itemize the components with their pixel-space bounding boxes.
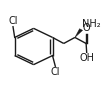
Text: NH₂: NH₂: [82, 19, 101, 29]
Text: OH: OH: [79, 53, 94, 63]
Text: Cl: Cl: [51, 67, 60, 77]
Text: Cl: Cl: [8, 16, 18, 26]
Text: O: O: [83, 23, 91, 33]
Polygon shape: [75, 29, 83, 37]
